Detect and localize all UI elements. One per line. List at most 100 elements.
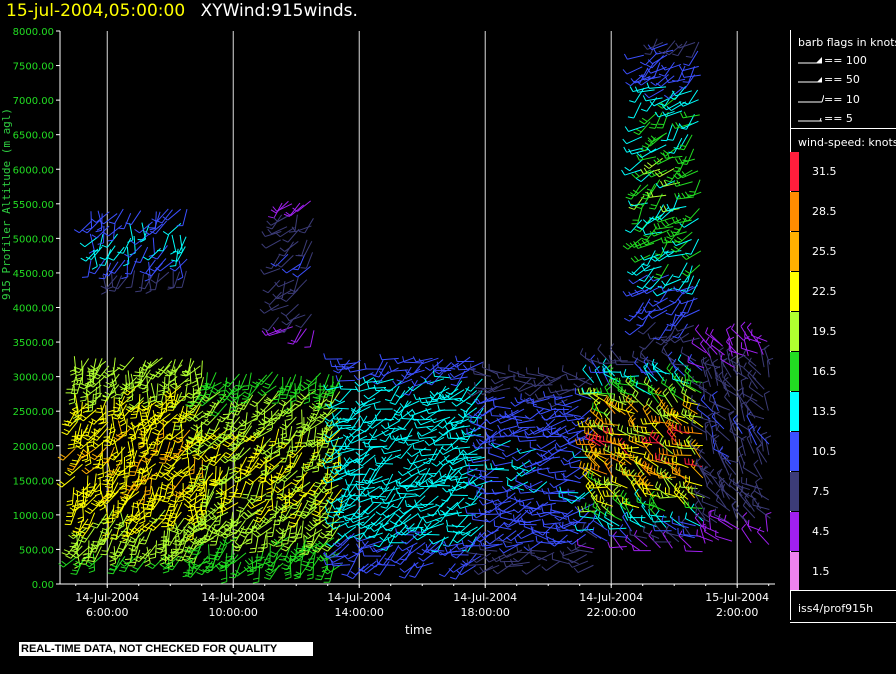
x-tick-time: 22:00:00 [587,606,636,619]
wind-barb-feather [200,505,207,508]
wind-barb [685,439,696,455]
wind-barb-feather [197,515,203,521]
wind-barb [563,405,579,416]
wind-barb-feather [134,484,141,486]
wind-barb-feather [656,466,659,473]
wind-barb-feather [369,478,374,484]
wind-barb [217,545,228,561]
wind-barb-feather [355,484,359,491]
y-tick-label: 1000.00 [13,511,54,522]
wind-barb-feather [142,525,149,529]
wind-barb-feather [382,525,387,531]
wind-barb-feather [221,394,228,398]
wind-barb-feather [356,523,362,529]
wind-barb [87,384,102,396]
wind-barb-feather [177,499,184,503]
wind-barb-feather [323,476,330,479]
wind-barb-feather [466,559,470,566]
wind-barb-feather [594,478,597,485]
wind-barb-feather [174,531,181,535]
wind-barb [402,415,415,430]
wind-barb-feather [549,542,555,547]
wind-barb [274,428,280,446]
wind-barb-feather [380,486,385,492]
wind-barb [641,371,659,374]
wind-barb-feather [380,424,386,430]
wind-barb-feather [231,393,238,395]
wind-barb-feather [140,383,147,387]
wind-barb-feather [195,506,202,509]
wind-barb-feather [82,527,89,529]
wind-barb-feather [582,522,586,529]
wind-barb-feather [211,513,217,519]
wind-barb-feather [546,536,549,543]
wind-barb [748,362,762,376]
wind-barb-feather [105,494,112,497]
wind-barb-feather [329,524,335,530]
wind-barb [314,376,317,394]
wind-barb-feather [286,418,293,421]
wind-barb [746,437,755,454]
wind-barb-feather [554,522,559,528]
wind-barb [525,461,542,468]
wind-barb [383,367,399,377]
wind-barb-feather [703,525,707,532]
wind-barb-feather [424,440,430,446]
wind-barb-feather [656,472,660,479]
wind-barb [739,493,751,508]
wind-barb-feather [613,452,616,459]
wind-barb [643,456,659,468]
wind-barb-feather [561,493,564,500]
wind-barb-feather [676,442,679,449]
wind-barb-feather [630,417,636,423]
wind-barb-feather [414,481,420,486]
wind-barb-feather [599,387,603,394]
wind-barb-feather [185,395,192,399]
wind-barb-feather [133,374,140,377]
wind-barb-feather [116,550,123,554]
wind-barb [94,446,107,460]
wind-barb [186,365,201,377]
wind-barb-feather [290,481,297,486]
wind-barb-feather [403,467,410,470]
wind-barb [131,522,145,536]
wind-barb [349,368,367,373]
wind-barb-feather [120,491,127,494]
wind-barb-feather [110,383,117,388]
wind-barb-feather [155,371,162,375]
wind-barb-feather [694,324,700,330]
wind-barb [400,385,414,399]
wind-barb-feather [150,524,157,529]
wind-barb-feather [654,422,659,428]
wind-barb-feather [524,415,530,420]
wind-barb-feather [449,464,454,471]
wind-barb-feather [713,508,717,515]
wind-barb [367,503,382,515]
wind-barb-feather [306,379,312,383]
wind-barb-feather [216,418,223,423]
wind-barb-feather [149,477,157,480]
wind-barb-feather [603,368,606,375]
wind-barb-feather [195,434,202,437]
wind-barb-feather [76,373,83,377]
wind-barb [571,542,587,552]
wind-barb [530,488,548,494]
wind-barb-feather [222,383,229,388]
wind-barb-feather [516,546,519,553]
wind-barb-feather [239,428,246,431]
wind-barb-feather [108,457,115,461]
wind-barb-feather [294,577,301,580]
x-tick-time: 6:00:00 [86,606,128,619]
wind-barb [347,550,363,560]
wind-barb-feather [668,383,674,389]
wind-barb [174,501,183,518]
wind-barb [575,377,592,386]
wind-barb-feather [283,438,290,442]
wind-barb [701,417,718,424]
wind-barb-feather [245,542,252,545]
wind-barb-feather [56,483,63,488]
wind-barb-feather [154,428,161,433]
wind-barb [713,438,721,456]
wind-barb-feather [208,462,215,467]
wind-barb [200,360,203,378]
